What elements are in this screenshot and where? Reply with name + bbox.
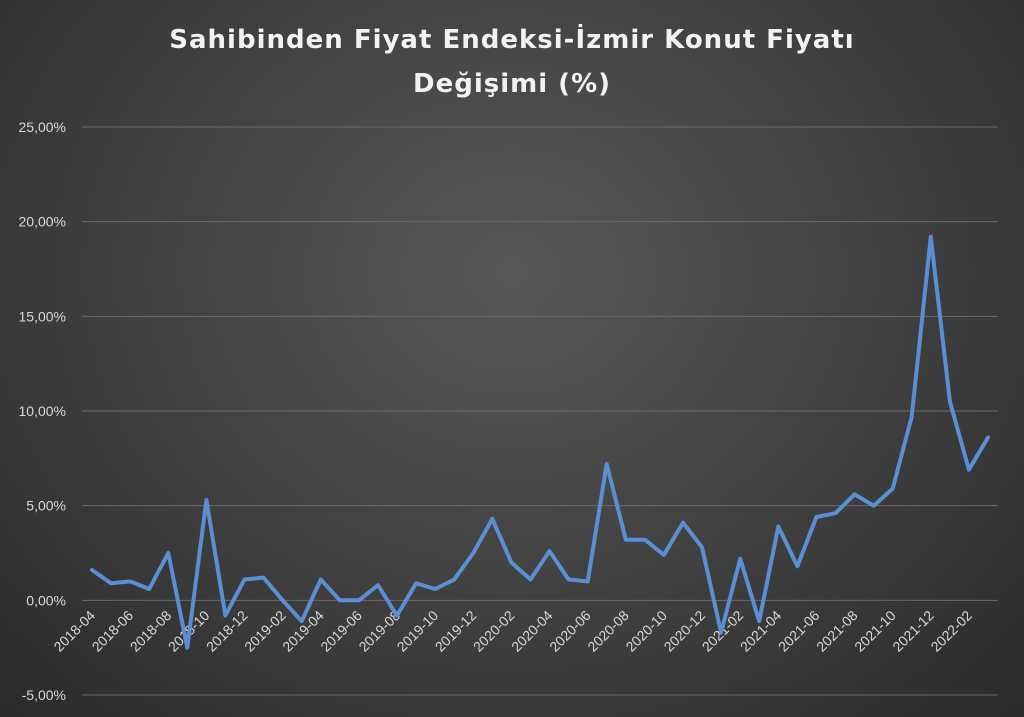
x-tick-label: 2020-02 <box>470 607 518 655</box>
y-tick-label: 10,00% <box>19 403 66 419</box>
y-tick-label: 5,00% <box>26 498 66 514</box>
gridlines <box>82 126 998 696</box>
x-tick-label: 2020-08 <box>584 607 632 655</box>
y-tick-label: -5,00% <box>22 687 66 703</box>
x-tick-label: 2021-10 <box>851 607 899 655</box>
x-tick-label: 2018-08 <box>127 607 175 655</box>
x-tick-label: 2019-06 <box>317 607 365 655</box>
x-tick-label: 2020-06 <box>546 607 594 655</box>
x-tick-label: 2018-04 <box>50 607 98 655</box>
x-tick-label: 2020-12 <box>661 607 709 655</box>
x-tick-label: 2019-02 <box>241 607 289 655</box>
y-axis-tick-labels: -5,00% 0,00% 5,00% 10,00% 15,00% 20,00% 25,00% <box>19 119 66 703</box>
chart-title-line-1: Sahibinden Fiyat Endeksi-İzmir Konut Fiy… <box>169 23 854 55</box>
x-tick-label: 2021-08 <box>813 607 861 655</box>
y-tick-label: 25,00% <box>19 119 66 135</box>
x-tick-label: 2020-04 <box>508 607 556 655</box>
x-tick-label: 2018-06 <box>89 607 137 655</box>
x-tick-label: 2021-06 <box>775 607 823 655</box>
y-tick-label: 20,00% <box>19 214 66 230</box>
x-tick-label: 2021-12 <box>889 607 937 655</box>
y-tick-label: 15,00% <box>19 308 66 324</box>
chart-title-line-2: Değişimi (%) <box>413 69 611 99</box>
x-tick-label: 2019-10 <box>394 607 442 655</box>
x-tick-label: 2020-10 <box>622 607 670 655</box>
y-tick-label: 0,00% <box>26 592 66 608</box>
x-tick-label: 2022-02 <box>927 607 975 655</box>
x-tick-label: 2019-12 <box>432 607 480 655</box>
series-line <box>90 234 990 650</box>
